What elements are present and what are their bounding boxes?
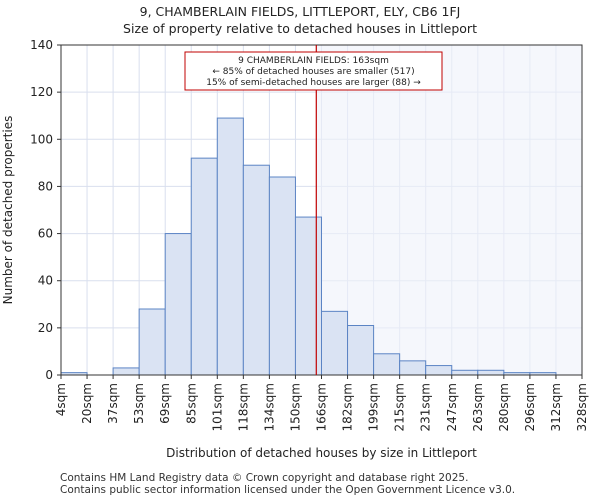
y-tick-label: 100 xyxy=(30,132,53,146)
histogram-bar xyxy=(294,216,323,376)
histogram-bar xyxy=(138,308,166,376)
annotation-line-3: 15% of semi-detached houses are larger (… xyxy=(206,78,421,88)
histogram-bar xyxy=(242,164,270,376)
annotation-line-1: 9 CHAMBERLAIN FIELDS: 163sqm xyxy=(238,56,389,66)
histogram-bar xyxy=(321,310,349,376)
x-tick-label: 53sqm xyxy=(132,383,146,424)
x-tick-label: 215sqm xyxy=(393,383,407,431)
histogram-bar xyxy=(164,233,192,376)
x-tick-label: 312sqm xyxy=(549,383,563,431)
annotation-line-2: ← 85% of detached houses are smaller (51… xyxy=(212,67,414,77)
x-tick-label: 328sqm xyxy=(575,383,589,431)
x-tick-label: 37sqm xyxy=(106,383,120,424)
annotation-box: 9 CHAMBERLAIN FIELDS: 163sqm ← 85% of de… xyxy=(184,51,443,91)
highlight-region xyxy=(316,45,582,375)
histogram-bar xyxy=(451,369,479,376)
y-tick-label: 140 xyxy=(30,38,53,52)
x-tick-label: 20sqm xyxy=(80,383,94,424)
x-tick-label: 182sqm xyxy=(341,383,355,431)
x-tick-label: 150sqm xyxy=(288,383,302,431)
x-tick-label: 69sqm xyxy=(158,383,172,424)
y-axis: 0 20 40 60 80 100 120 140 xyxy=(30,38,61,382)
histogram-bar xyxy=(347,325,375,376)
footer-line-1: Contains HM Land Registry data © Crown c… xyxy=(60,472,469,484)
y-tick-label: 20 xyxy=(38,321,53,335)
x-tick-label: 231sqm xyxy=(419,383,433,431)
x-tick-label: 280sqm xyxy=(497,383,511,431)
histogram-bar xyxy=(112,367,140,376)
x-tick-label: 263sqm xyxy=(471,383,485,431)
histogram-bar xyxy=(216,117,244,376)
y-tick-label: 120 xyxy=(30,85,53,99)
x-tick-label: 296sqm xyxy=(523,383,537,431)
y-tick-label: 60 xyxy=(38,227,53,241)
y-tick-label: 80 xyxy=(38,179,53,193)
x-axis-label: Distribution of detached houses by size … xyxy=(166,446,477,460)
y-tick-label: 40 xyxy=(38,274,53,288)
histogram-bar xyxy=(373,353,401,376)
y-axis-label: Number of detached properties xyxy=(1,116,15,305)
x-tick-label: 101sqm xyxy=(210,383,224,431)
x-tick-label: 4sqm xyxy=(54,383,68,416)
chart-subtitle: Size of property relative to detached ho… xyxy=(123,21,477,36)
x-tick-label: 118sqm xyxy=(236,383,250,431)
chart-title: 9, CHAMBERLAIN FIELDS, LITTLEPORT, ELY, … xyxy=(139,4,461,19)
histogram-bar xyxy=(477,369,505,376)
x-tick-label: 199sqm xyxy=(367,383,381,431)
x-tick-label: 134sqm xyxy=(262,383,276,431)
histogram-bar xyxy=(425,365,453,376)
x-tick-label: 85sqm xyxy=(184,383,198,424)
histogram-bar xyxy=(399,360,427,376)
histogram-bar xyxy=(190,157,218,376)
y-tick-label: 0 xyxy=(45,368,53,382)
footer-line-2: Contains public sector information licen… xyxy=(60,484,516,496)
x-axis: 4sqm 20sqm 37sqm 53sqm 69sqm 85sqm 101sqm 118sq… xyxy=(54,375,589,431)
x-tick-label: 166sqm xyxy=(315,383,329,431)
x-tick-label: 247sqm xyxy=(445,383,459,431)
histogram-bar xyxy=(268,176,296,376)
